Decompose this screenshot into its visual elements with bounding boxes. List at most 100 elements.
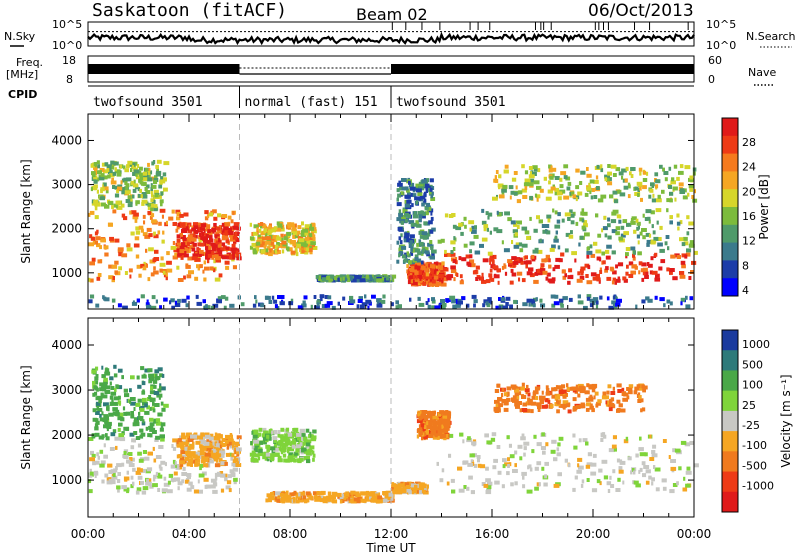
heatmap-cell	[357, 299, 363, 303]
heatmap-cell	[130, 475, 134, 480]
heatmap-cell	[106, 164, 113, 169]
heatmap-cell	[451, 299, 456, 304]
heatmap-cell	[410, 247, 413, 252]
heatmap-cell	[469, 453, 475, 458]
heatmap-cell	[445, 433, 449, 438]
heatmap-cell	[554, 176, 560, 180]
heatmap-cell	[174, 252, 179, 257]
heatmap-cell	[529, 399, 533, 403]
heatmap-cell	[156, 391, 160, 396]
power-colorbar-tick: 8	[742, 259, 749, 272]
heatmap-cell	[621, 392, 624, 396]
heatmap-cell	[205, 484, 211, 489]
heatmap-cell	[158, 395, 161, 400]
heatmap-cell	[417, 211, 422, 215]
heatmap-cell	[276, 498, 281, 503]
heatmap-cell	[103, 377, 108, 382]
heatmap-cell	[633, 250, 636, 255]
heatmap-cell	[418, 485, 425, 490]
heatmap-cell	[273, 226, 278, 231]
heatmap-cell	[605, 266, 609, 271]
heatmap-cell	[144, 234, 151, 239]
heatmap-cell	[688, 177, 694, 182]
heatmap-cell	[594, 391, 599, 396]
heatmap-cell	[526, 236, 531, 240]
heatmap-cell	[458, 222, 463, 227]
heatmap-cell	[214, 463, 221, 468]
heatmap-cell	[651, 224, 654, 229]
x-tick-label: 16:00	[475, 527, 510, 541]
heatmap-cell	[289, 458, 292, 463]
heatmap-cell	[289, 492, 295, 497]
heatmap-cell	[177, 252, 182, 257]
heatmap-cell	[567, 275, 574, 280]
heatmap-cell	[292, 242, 296, 247]
heatmap-cell	[564, 458, 568, 463]
heatmap-cell	[638, 392, 641, 397]
heatmap-cell	[132, 457, 135, 462]
beam-label: Beam 02	[356, 5, 428, 24]
heatmap-cell	[554, 395, 561, 400]
heatmap-cell	[208, 212, 214, 217]
heatmap-cell	[88, 242, 94, 247]
heatmap-cell	[172, 222, 177, 226]
heatmap-cell	[212, 209, 217, 214]
heatmap-cell	[632, 256, 636, 261]
heatmap-cell	[265, 498, 269, 503]
heatmap-cell	[513, 244, 520, 249]
heatmap-cell	[613, 447, 617, 452]
heatmap-cell	[423, 272, 427, 277]
heatmap-cell	[309, 431, 312, 436]
heatmap-cell	[277, 430, 281, 434]
heatmap-cell	[199, 451, 202, 456]
heatmap-cell	[415, 183, 420, 188]
heatmap-cell	[464, 224, 467, 229]
heatmap-cell	[104, 390, 111, 394]
heatmap-cell	[295, 448, 300, 453]
heatmap-cell	[365, 490, 369, 495]
heatmap-cell	[609, 194, 614, 199]
heatmap-cell	[163, 403, 169, 408]
heatmap-cell	[96, 406, 99, 411]
heatmap-cell	[621, 175, 624, 180]
heatmap-cell	[301, 303, 307, 308]
heatmap-cell	[441, 302, 447, 307]
heatmap-cell	[179, 249, 185, 254]
heatmap-cell	[638, 383, 645, 388]
heatmap-cell	[421, 231, 428, 236]
heatmap-cell	[227, 215, 232, 220]
heatmap-cell	[593, 195, 598, 199]
heatmap-cell	[140, 228, 144, 233]
heatmap-cell	[516, 225, 520, 229]
heatmap-cell	[676, 176, 680, 181]
heatmap-cell	[550, 404, 554, 408]
heatmap-cell	[209, 433, 214, 438]
heatmap-cell	[663, 303, 666, 308]
heatmap-cell	[129, 397, 136, 401]
heatmap-cell	[676, 221, 681, 226]
heatmap-cell	[603, 475, 609, 480]
heatmap-cell	[95, 420, 100, 425]
heatmap-cell	[312, 237, 316, 242]
heatmap-cell	[130, 180, 135, 185]
heatmap-cell	[557, 212, 561, 217]
heatmap-cell	[541, 390, 544, 395]
nave-tick-0: 0	[708, 73, 715, 86]
heatmap-cell	[638, 447, 644, 452]
heatmap-cell	[99, 449, 104, 454]
heatmap-cell	[269, 496, 275, 500]
heatmap-cell	[145, 248, 148, 253]
heatmap-cell	[114, 387, 117, 392]
heatmap-cell	[601, 251, 605, 256]
heatmap-cell	[501, 393, 504, 397]
heatmap-cell	[225, 246, 230, 251]
heatmap-cell	[523, 260, 529, 265]
heatmap-cell	[620, 408, 626, 413]
heatmap-cell	[273, 430, 278, 434]
heatmap-cell	[418, 432, 422, 437]
heatmap-cell	[576, 278, 583, 283]
heatmap-cell	[453, 236, 456, 241]
heatmap-cell	[490, 437, 496, 442]
heatmap-cell	[113, 161, 119, 166]
heatmap-cell	[95, 236, 101, 241]
